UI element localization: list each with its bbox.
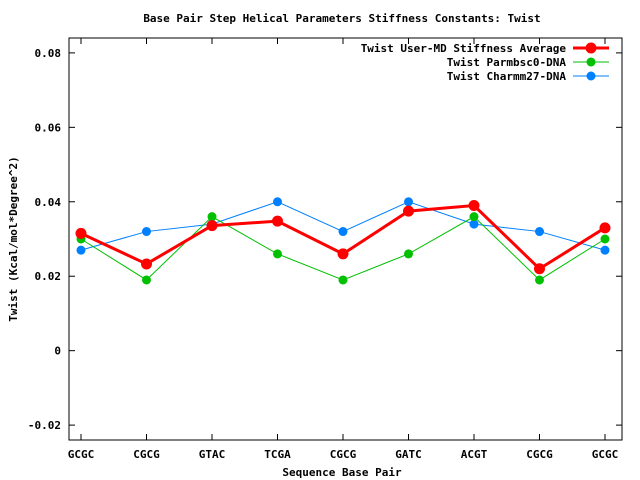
x-tick-label: GCGC <box>592 448 619 461</box>
data-point <box>404 249 413 259</box>
legend-label: Twist Charmm27-DNA <box>447 70 567 83</box>
y-tick-label: 0.02 <box>35 270 62 283</box>
x-tick-label: TCGA <box>264 448 291 461</box>
x-tick-label: GTAC <box>199 448 226 461</box>
y-axis-label: Twist (Kcal/mol*Degree^2) <box>7 156 20 322</box>
chart-title: Base Pair Step Helical Parameters Stiffn… <box>143 12 540 25</box>
data-point <box>76 245 86 255</box>
legend-label: Twist Parmbsc0-DNA <box>447 56 567 69</box>
x-tick-label: CGCG <box>526 448 553 461</box>
data-point <box>600 245 610 255</box>
series-1 <box>75 200 611 275</box>
series-line <box>80 201 606 251</box>
data-point <box>404 197 413 207</box>
x-tick-label: ACGT <box>461 448 488 461</box>
series-3 <box>76 197 610 255</box>
data-point <box>142 275 151 285</box>
data-point <box>141 258 152 270</box>
data-point <box>338 227 348 237</box>
data-point <box>273 249 282 259</box>
plot-frame <box>68 37 623 441</box>
axes: -0.02 0 0.02 0.04 0.06 0.08 GCGC CGCG GTAC TCGA CG… <box>28 38 622 461</box>
data-point <box>206 220 218 232</box>
y-tick-label: 0 <box>54 345 61 358</box>
series-2 <box>76 212 610 285</box>
data-point <box>337 248 349 260</box>
x-tick-label: CGCG <box>133 448 160 461</box>
y-tick-label: -0.02 <box>28 419 61 432</box>
legend-marker <box>586 57 596 67</box>
data-point <box>535 227 544 237</box>
series-line <box>80 216 606 281</box>
y-tick-label: 0.04 <box>35 196 62 209</box>
data-point <box>207 212 217 222</box>
data-point <box>534 263 545 275</box>
legend-label: Twist User-MD Stiffness Average <box>361 42 567 55</box>
data-point <box>272 215 283 227</box>
legend-entry-2: Twist Parmbsc0-DNA <box>447 56 609 69</box>
data-point <box>273 197 282 207</box>
data-point <box>75 227 87 239</box>
y-tick-label: 0.08 <box>35 47 62 60</box>
legend-entry-3: Twist Charmm27-DNA <box>447 70 609 83</box>
y-tick-label: 0.06 <box>35 121 62 134</box>
x-tick-label: CGCG <box>330 448 357 461</box>
legend-entry-1: Twist User-MD Stiffness Average <box>361 42 609 55</box>
data-point <box>535 275 544 285</box>
series-layer <box>75 197 611 285</box>
data-point <box>403 205 414 217</box>
data-point <box>469 219 479 229</box>
x-axis-label: Sequence Base Pair <box>282 466 402 479</box>
x-tick-label: GATC <box>395 448 422 461</box>
data-point <box>599 222 611 234</box>
data-point <box>469 212 479 222</box>
data-point <box>600 234 610 244</box>
data-point <box>338 275 348 285</box>
legend-marker <box>586 71 596 81</box>
legend-marker <box>585 42 597 54</box>
data-point <box>142 227 151 237</box>
x-tick-label: GCGC <box>68 448 95 461</box>
data-point <box>468 200 480 211</box>
